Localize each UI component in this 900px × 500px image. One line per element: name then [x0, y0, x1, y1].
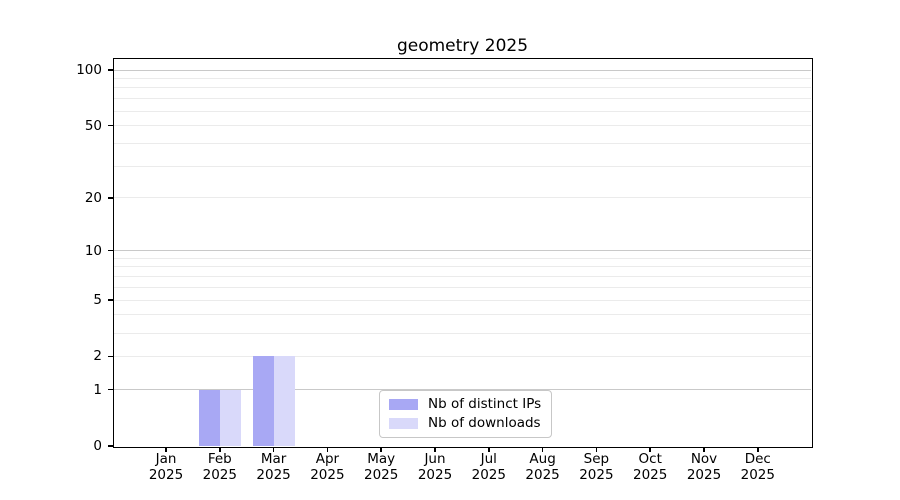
minor-gridline: [114, 98, 811, 100]
x-tick-year: 2025: [633, 466, 668, 483]
legend-item: Nb of downloads: [389, 416, 541, 431]
x-tick-label: May 2025: [351, 451, 411, 483]
major-gridline: [114, 250, 811, 252]
y-tick: [107, 355, 114, 358]
x-tick-label: Apr 2025: [297, 451, 357, 483]
y-tick-label: 1: [93, 381, 102, 398]
plot-area: [114, 59, 811, 446]
y-tick: [107, 124, 114, 127]
x-tick-month: Jun: [424, 451, 446, 467]
x-tick-month: Apr: [315, 451, 340, 467]
x-tick: [272, 447, 275, 452]
x-tick-year: 2025: [686, 466, 722, 483]
x-tick-year: 2025: [148, 466, 184, 483]
x-tick-month: Oct: [638, 451, 662, 467]
x-tick-label: Jul 2025: [459, 451, 519, 483]
minor-gridline: [114, 257, 811, 259]
legend: Nb of distinct IPs Nb of downloads: [379, 390, 553, 438]
minor-gridline: [114, 299, 811, 301]
y-tick-label: 50: [84, 117, 102, 134]
x-tick: [219, 447, 221, 452]
minor-gridline: [114, 87, 811, 89]
major-gridline: [114, 69, 811, 71]
x-tick: [380, 447, 382, 452]
minor-gridline: [114, 77, 811, 79]
x-tick-year: 2025: [740, 466, 775, 483]
y-tick-label: 0: [93, 438, 102, 454]
x-tick: [326, 447, 329, 452]
x-tick: [703, 447, 705, 452]
x-tick-label: Jan 2025: [136, 451, 196, 483]
y-tick-label: 20: [84, 189, 102, 206]
x-tick-month: Sep: [583, 451, 610, 467]
x-tick-year: 2025: [525, 466, 560, 483]
legend-item: Nb of distinct IPs: [389, 397, 541, 412]
x-tick-year: 2025: [471, 466, 506, 483]
minor-gridline: [114, 276, 811, 278]
legend-swatch: [389, 418, 418, 429]
bar-feb-2025-s0: [198, 389, 220, 446]
x-tick-label: Aug 2025: [513, 451, 573, 483]
x-tick-year: 2025: [417, 466, 453, 483]
y-tick: [107, 299, 114, 301]
x-tick-label: Sep 2025: [566, 451, 626, 483]
y-tick: [107, 69, 114, 71]
minor-gridline: [114, 314, 811, 316]
x-tick-month: Jul: [480, 451, 497, 467]
x-tick-month: Mar: [260, 451, 287, 467]
x-tick: [649, 447, 651, 452]
minor-gridline: [114, 142, 811, 144]
y-tick-label: 100: [76, 62, 102, 78]
minor-gridline: [114, 197, 811, 199]
x-tick-month: Nov: [690, 451, 718, 467]
minor-gridline: [114, 332, 811, 334]
x-tick-year: 2025: [579, 466, 614, 483]
y-tick: [107, 445, 114, 447]
x-tick-label: Dec 2025: [728, 451, 788, 483]
y-tick: [107, 249, 114, 252]
x-tick-month: Feb: [207, 451, 232, 467]
legend-swatch: [389, 399, 418, 410]
major-gridline: [114, 389, 811, 391]
x-tick: [165, 447, 167, 452]
x-tick-month: May: [367, 451, 396, 467]
x-tick-label: Mar 2025: [244, 451, 304, 483]
x-tick-label: Jun 2025: [405, 451, 465, 483]
y-tick-label: 2: [93, 348, 102, 365]
bar-mar-2025-s1: [273, 356, 295, 446]
minor-gridline: [114, 266, 811, 268]
x-tick-year: 2025: [256, 466, 291, 483]
bar-mar-2025-s0: [252, 356, 274, 446]
x-tick: [595, 447, 598, 452]
minor-gridline: [114, 110, 811, 112]
x-tick-label: Nov 2025: [674, 451, 734, 483]
minor-gridline: [114, 125, 811, 127]
legend-label: Nb of downloads: [428, 415, 541, 431]
y-tick-label: 10: [84, 242, 102, 259]
x-tick: [434, 447, 436, 452]
x-tick-month: Jan: [155, 451, 177, 467]
x-tick-label: Feb 2025: [190, 451, 250, 483]
legend-label: Nb of distinct IPs: [428, 396, 542, 412]
x-tick-month: Dec: [744, 451, 771, 467]
x-tick: [541, 447, 544, 452]
chart-title: geometry 2025: [396, 36, 529, 56]
x-tick-year: 2025: [310, 466, 345, 483]
x-tick-month: Aug: [529, 451, 556, 467]
y-tick: [107, 388, 114, 391]
minor-gridline: [114, 355, 811, 357]
x-tick-year: 2025: [364, 466, 399, 483]
x-tick-label: Oct 2025: [620, 451, 680, 483]
bar-feb-2025-s1: [219, 389, 241, 446]
x-tick: [488, 447, 490, 452]
y-tick-label: 5: [93, 292, 102, 309]
minor-gridline: [114, 165, 811, 167]
minor-gridline: [114, 286, 811, 288]
y-tick: [107, 197, 114, 199]
x-tick: [757, 447, 759, 452]
x-tick-year: 2025: [202, 466, 237, 483]
